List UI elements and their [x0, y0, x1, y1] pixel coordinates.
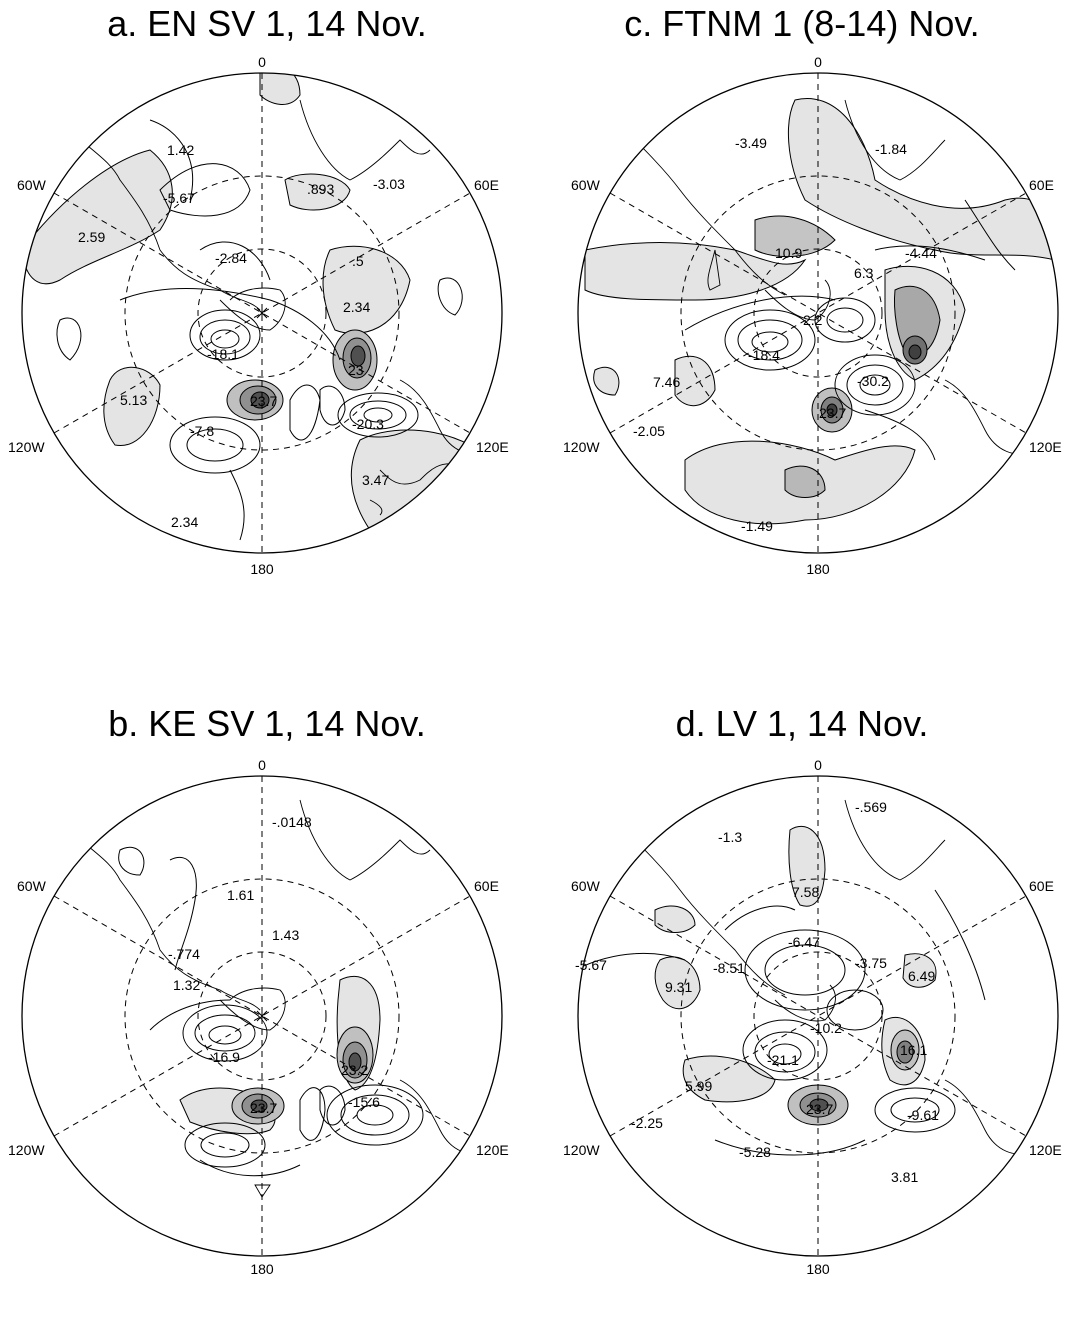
contour-label: 3.81 — [891, 1169, 918, 1185]
contour-label: -5.67 — [163, 190, 195, 206]
contour-label: -18.1 — [207, 346, 239, 362]
lon-label-upper-right: 60E — [474, 177, 499, 193]
contour-label: -2.25 — [631, 1115, 663, 1131]
contour-label: 7.58 — [792, 884, 819, 900]
contour-label: -3.03 — [373, 176, 405, 192]
contour-label: .893 — [307, 181, 334, 197]
contour-label: 23.7 — [250, 1100, 277, 1116]
panel-a: a. EN SV 1, 14 Nov. — [0, 0, 534, 639]
panel-title: a. EN SV 1, 14 Nov. — [107, 3, 427, 44]
lon-label-upper-right: 60E — [474, 878, 499, 894]
polar-map: 0 180 60W 60E 120W 120E -3.49 -1.84 10.9… — [563, 54, 1062, 577]
lon-label-lower-right: 120E — [476, 439, 509, 455]
contour-label: -8.51 — [713, 960, 745, 976]
contour-label: 2.34 — [171, 514, 198, 530]
contour-label: -2.84 — [215, 250, 247, 266]
contour-label: 5.99 — [685, 1078, 712, 1094]
lon-label-lower-right: 120E — [1029, 1142, 1062, 1158]
contour-label: 6.49 — [908, 968, 935, 984]
polar-map: 0 180 60W 60E 120W 120E -.0148 1.61 1.43… — [8, 757, 509, 1277]
contour-label: 23.2 — [341, 1062, 368, 1078]
lon-label-top: 0 — [258, 757, 266, 773]
contour-label: 23.7 — [819, 405, 846, 421]
contour-label: 16.1 — [900, 1042, 927, 1058]
contour-label: 2.34 — [343, 299, 370, 315]
lon-label-lower-left: 120W — [563, 1142, 600, 1158]
lon-label-bottom: 180 — [806, 561, 830, 577]
lon-label-upper-left: 60W — [571, 878, 601, 894]
contour-label: 1.32 — [173, 977, 200, 993]
lon-label-upper-left: 60W — [571, 177, 601, 193]
lon-label-top: 0 — [258, 54, 266, 70]
contour-label: -15.6 — [348, 1094, 380, 1110]
contour-label: .5 — [352, 253, 364, 269]
contour-label: 2.2 — [803, 312, 823, 328]
lon-label-bottom: 180 — [250, 1261, 274, 1277]
polar-map: 0 180 60W 60E 120W 120E 1.42 -5.67 2.59 … — [8, 54, 509, 577]
contour-label: 10.9 — [775, 245, 802, 261]
contour-label: -1.49 — [741, 518, 773, 534]
lon-label-top: 0 — [814, 757, 822, 773]
contour-label: 23.7 — [250, 393, 277, 409]
contour-label: -3.49 — [735, 135, 767, 151]
contour-label: -10.2 — [810, 1020, 842, 1036]
contour-label: 9.31 — [665, 979, 692, 995]
contour-label: 7.46 — [653, 374, 680, 390]
lon-label-bottom: 180 — [250, 561, 274, 577]
contour-label: 1.61 — [227, 887, 254, 903]
lon-label-lower-left: 120W — [8, 1142, 45, 1158]
contour-label: -6.47 — [788, 934, 820, 950]
contour-label: -21.1 — [767, 1052, 799, 1068]
contour-label: -30.2 — [857, 373, 889, 389]
contour-label: 1.43 — [272, 927, 299, 943]
contour-label: -16.9 — [208, 1049, 240, 1065]
lon-label-upper-left: 60W — [17, 878, 47, 894]
contour-label: -9.61 — [907, 1107, 939, 1123]
panel-title: b. KE SV 1, 14 Nov. — [108, 703, 426, 744]
panel-c: c. FTNM 1 (8-14) Nov. — [535, 0, 1069, 639]
contour-label: 1.42 — [167, 142, 194, 158]
lon-label-upper-left: 60W — [17, 177, 47, 193]
contour-label: -1.3 — [718, 829, 742, 845]
panel-title: d. LV 1, 14 Nov. — [675, 703, 929, 744]
contour-label: -18.4 — [748, 347, 780, 363]
panel-title: c. FTNM 1 (8-14) Nov. — [624, 3, 980, 44]
polar-map: 0 180 60W 60E 120W 120E -.569 -1.3 7.58 … — [563, 757, 1062, 1277]
contour-label: -.0148 — [272, 814, 312, 830]
contour-label: 6.3 — [854, 265, 874, 281]
contour-label: -2.05 — [633, 423, 665, 439]
contour-label: -.569 — [855, 799, 887, 815]
panel-d: d. LV 1, 14 Nov. — [535, 700, 1069, 1339]
lon-label-lower-left: 120W — [563, 439, 600, 455]
contour-label: 3.47 — [362, 472, 389, 488]
contour-label: 23 — [348, 362, 364, 378]
lon-label-lower-left: 120W — [8, 439, 45, 455]
lon-label-lower-right: 120E — [476, 1142, 509, 1158]
lon-label-upper-right: 60E — [1029, 878, 1054, 894]
lon-label-top: 0 — [814, 54, 822, 70]
contour-label: -20.3 — [352, 416, 384, 432]
contour-label: -5.28 — [739, 1144, 771, 1160]
panel-b: b. KE SV 1, 14 Nov. — [0, 700, 534, 1339]
contour-label: -4.44 — [905, 245, 937, 261]
lon-label-lower-right: 120E — [1029, 439, 1062, 455]
contour-label: -3.75 — [855, 955, 887, 971]
contour-label: 2.59 — [78, 229, 105, 245]
contour-label: -1.84 — [875, 141, 907, 157]
contour-label: -.774 — [168, 946, 200, 962]
lon-label-bottom: 180 — [806, 1261, 830, 1277]
contour-label: 5.13 — [120, 392, 147, 408]
lon-label-upper-right: 60E — [1029, 177, 1054, 193]
contour-label: 23.7 — [806, 1101, 833, 1117]
contour-label: -5.67 — [575, 957, 607, 973]
contour-label: -7.8 — [190, 423, 214, 439]
